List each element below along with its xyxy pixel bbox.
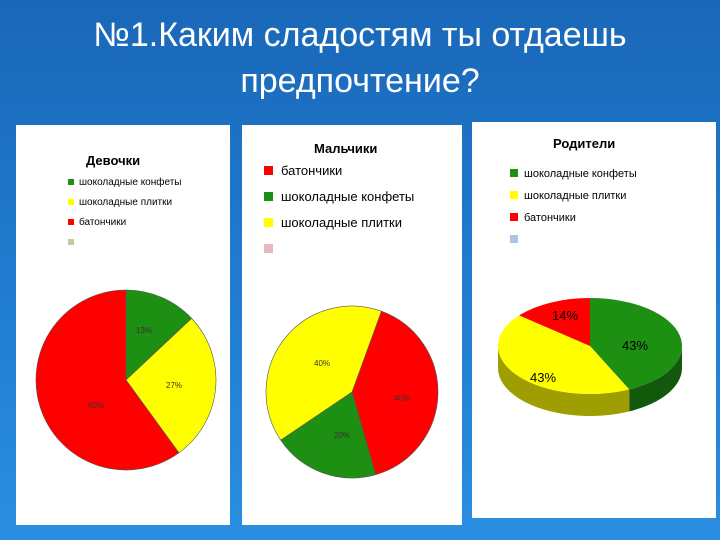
girls-pie-slice-1 [125, 289, 193, 381]
girls-legend-swatch-4 [68, 239, 74, 245]
boys-data-label-3: 40% [314, 359, 330, 368]
girls-data-label-2: 27% [166, 381, 182, 390]
girls-pie-slice-2 [125, 317, 217, 454]
boys-pie-chart: Мальчики батончики шоколадные конфеты шокол… [264, 141, 439, 479]
boys-pie-slice-3 [265, 305, 382, 441]
boys-legend-swatch-3 [264, 218, 273, 227]
parents-pie-slice-1 [590, 298, 682, 390]
parents-chart-panel: Родители шоколадные конфеты шоколадные пли… [472, 122, 716, 518]
boys-chart-title: Мальчики [314, 141, 377, 156]
slide-title-line-1: №1.Каким сладостям ты отдаешь [93, 16, 627, 54]
girls-chart-panel: Девочки шоколадные конфеты шоколадные плит… [16, 125, 230, 525]
girls-legend-label-2: шоколадные плитки [79, 197, 172, 208]
girls-pie-chart: Девочки шоколадные конфеты шоколадные плит… [35, 153, 217, 471]
boys-pie-slice-2 [280, 391, 377, 479]
boys-data-label-1: 40% [394, 394, 410, 403]
girls-chart-title: Девочки [86, 153, 140, 168]
boys-legend-label-3: шоколадные плитки [281, 215, 402, 230]
boys-pie-slice-1 [351, 310, 439, 476]
parents-legend-label-3: батончики [524, 212, 576, 224]
boys-data-label-2: 20% [334, 431, 350, 440]
parents-data-label-1: 43% [622, 338, 648, 353]
girls-data-label-3: 60% [88, 401, 104, 410]
parents-pie-side-2-1 [498, 346, 630, 416]
parents-legend-swatch-2 [510, 191, 518, 199]
girls-pie-slice-3 [35, 289, 180, 471]
parents-pie-slice-2 [497, 315, 630, 394]
slide-title-line-2: предпочтение? [240, 62, 480, 100]
parents-pie-side-1-1 [629, 346, 682, 412]
parents-data-label-3: 14% [552, 308, 578, 323]
boys-legend-label-2: шоколадные конфеты [281, 189, 414, 204]
parents-legend-swatch-1 [510, 169, 518, 177]
boys-legend-swatch-2 [264, 192, 273, 201]
boys-legend-swatch-4 [264, 244, 273, 253]
parents-data-label-2: 43% [530, 370, 556, 385]
girls-legend-swatch-3 [68, 219, 74, 225]
boys-legend-swatch-1 [264, 166, 273, 175]
girls-legend-swatch-2 [68, 199, 74, 205]
slide-title: №1.Каким сладостям ты отдаешь предпочтен… [30, 12, 690, 104]
parents-pie-slice-3 [519, 298, 590, 346]
parents-legend-label-2: шоколадные плитки [524, 190, 626, 202]
boys-legend-label-1: батончики [281, 163, 342, 178]
parents-legend-swatch-4 [510, 235, 518, 243]
girls-legend-label-3: батончики [79, 216, 126, 228]
parents-legend-label-1: шоколадные конфеты [524, 168, 637, 180]
parents-chart-title: Родители [553, 136, 615, 151]
parents-legend-swatch-3 [510, 213, 518, 221]
girls-legend-swatch-1 [68, 179, 74, 185]
parents-pie-chart: Родители шоколадные конфеты шоколадные пли… [497, 136, 682, 416]
boys-chart-panel: Мальчики батончики шоколадные конфеты шокол… [242, 125, 462, 525]
girls-data-label-1: 13% [136, 326, 152, 335]
girls-legend-label-1: шоколадные конфеты [79, 176, 182, 188]
